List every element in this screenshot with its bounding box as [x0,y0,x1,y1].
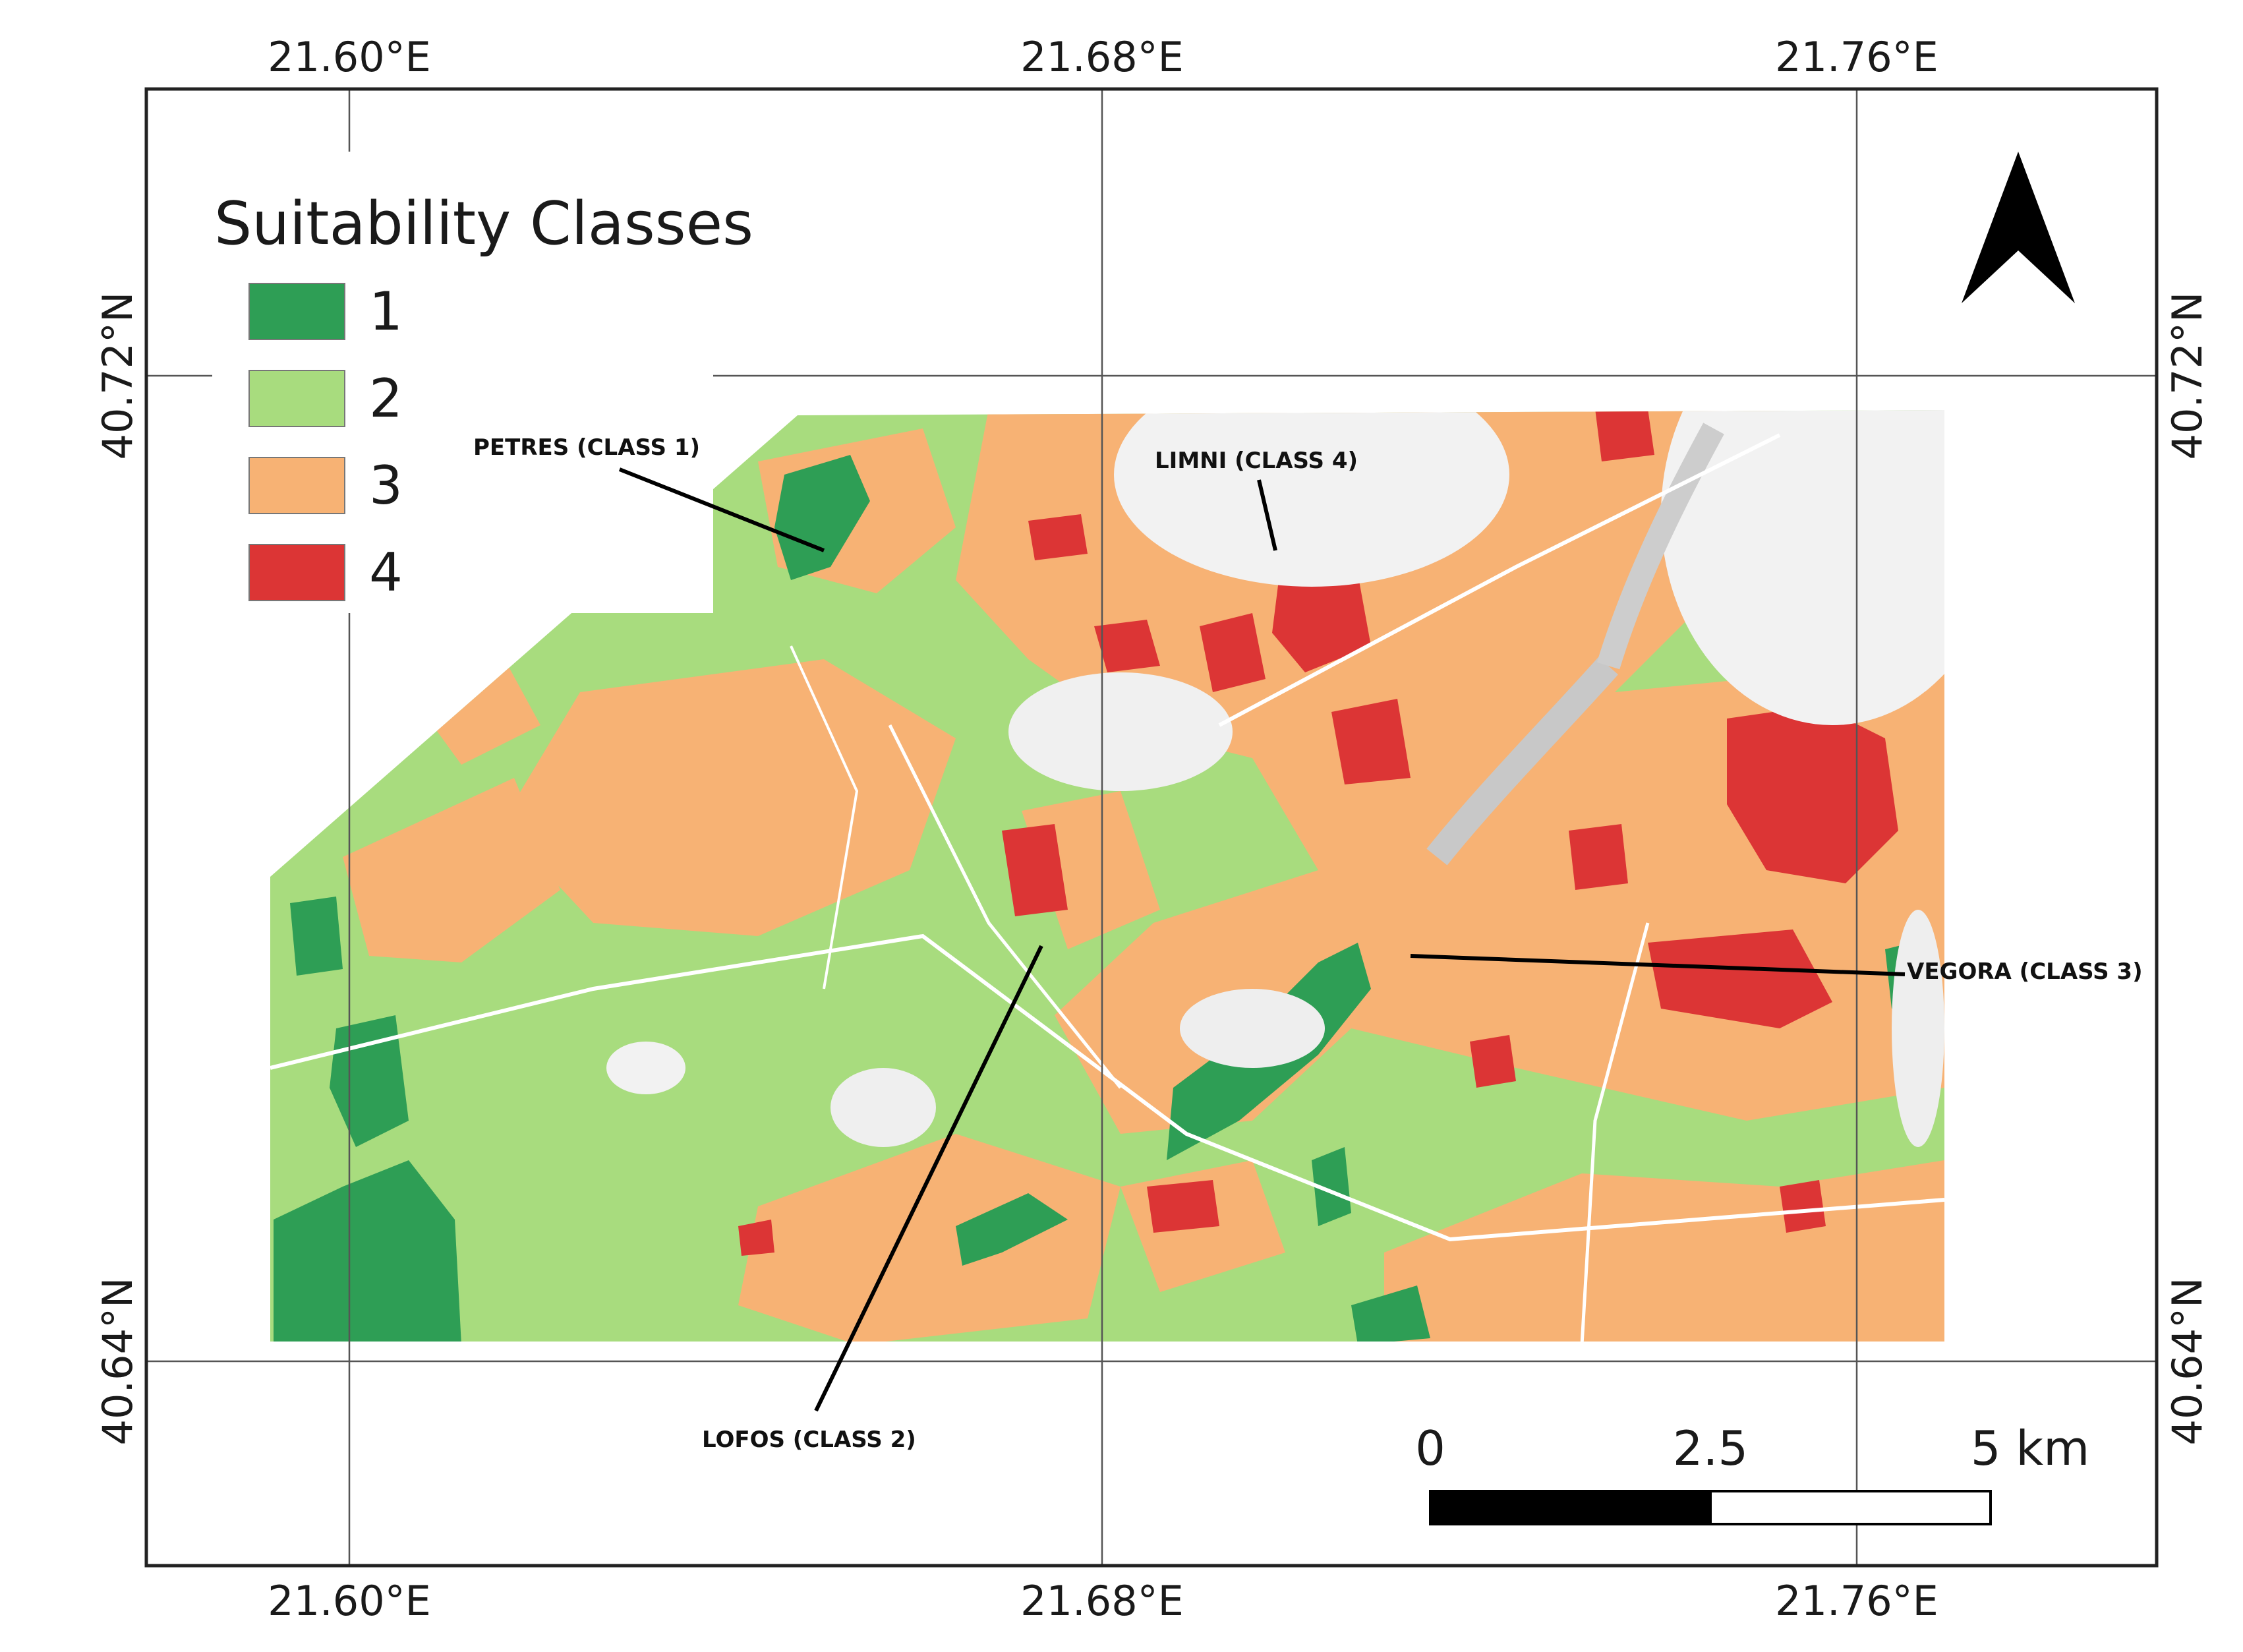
legend: Suitability Classes 1 2 3 4 [212,152,753,613]
lon-label-bottom-3: 21.76°E [1775,1577,1938,1625]
lon-label-bottom-1: 21.60°E [268,1577,431,1625]
legend-title: Suitability Classes [214,189,753,258]
class-4-areas [738,410,1898,1256]
scale-label-0: 0 [1415,1421,1445,1476]
place-annotations: PETRES (CLASS 1) LIMNI (CLASS 4) VEGORA … [473,434,2143,1453]
legend-label-3: 3 [369,455,403,516]
lat-label-left-2: 40.64°N [94,1278,142,1446]
place-label-vegora: VEGORA (CLASS 3) [1907,959,2143,985]
place-label-lofos: LOFOS (CLASS 2) [702,1427,916,1453]
legend-label-1: 1 [369,281,403,342]
north-arrow-icon [1962,152,2075,303]
legend-label-4: 4 [369,542,403,603]
roads [270,433,1944,1342]
scale-label-5km: 5 km [1971,1421,2090,1476]
place-label-limni: LIMNI (CLASS 4) [1155,448,1358,474]
legend-label-2: 2 [369,368,403,429]
unclassified-areas [606,410,1944,1147]
lon-label-top-2: 21.68°E [1020,33,1184,81]
lon-label-top-1: 21.60°E [268,33,431,81]
lon-label-bottom-2: 21.68°E [1020,1577,1184,1625]
legend-swatch-3 [248,457,345,514]
lat-label-right-2: 40.64°N [2163,1278,2211,1446]
legend-swatch-1 [248,283,345,340]
lat-label-left-1: 40.72°N [94,292,142,460]
scale-label-2-5: 2.5 [1673,1421,1749,1476]
lat-label-right-1: 40.72°N [2163,292,2211,460]
scale-bar: 0 2.5 5 km [1415,1421,2090,1525]
legend-swatch-4 [248,544,345,601]
lon-label-top-3: 21.76°E [1775,33,1938,81]
map-frame [144,87,2159,1568]
place-label-petres: PETRES (CLASS 1) [473,434,700,461]
legend-swatch-2 [248,370,345,427]
